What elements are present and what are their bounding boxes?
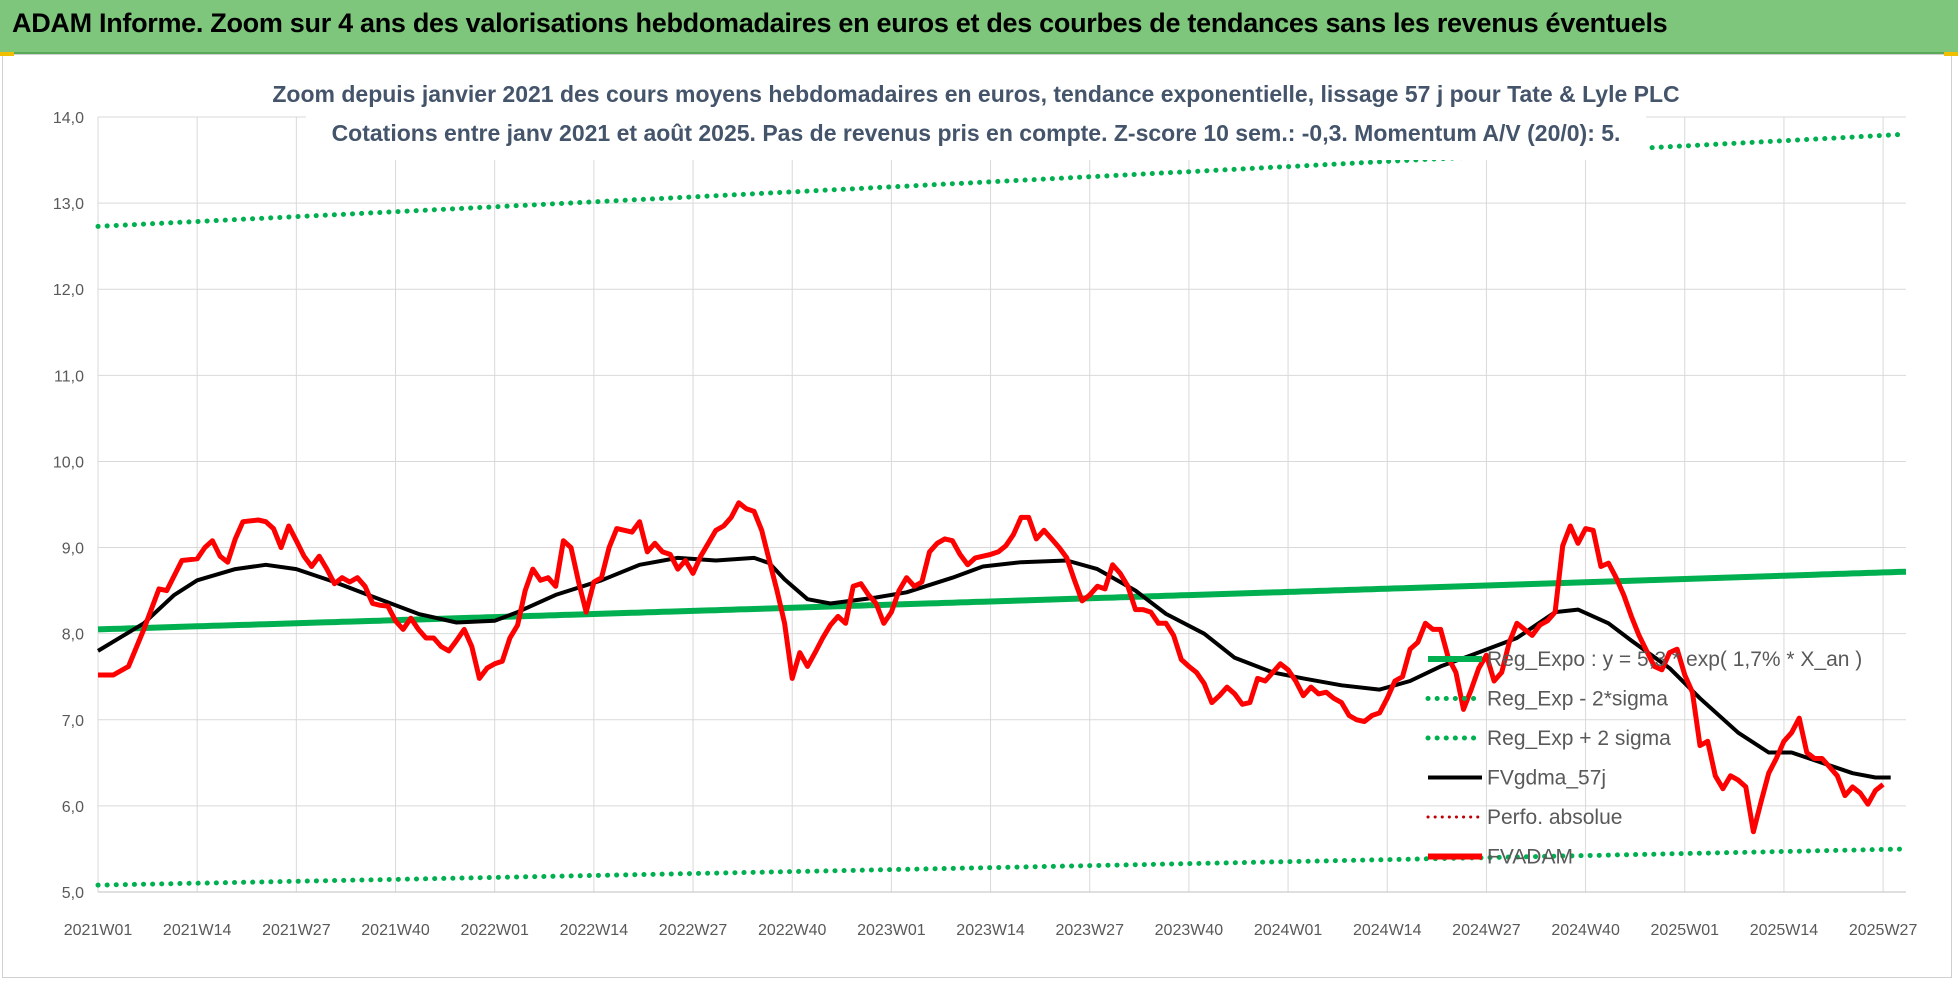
x-tick-label: 2023W40 <box>1155 922 1224 939</box>
series-fvadam <box>98 500 1885 835</box>
series-fvgdma-57j <box>96 555 1891 780</box>
x-tick-label: 2025W01 <box>1651 922 1720 939</box>
y-tick-label: 5,0 <box>62 885 84 902</box>
legend-label: Reg_Exp - 2*sigma <box>1487 688 1668 711</box>
series-reg-expo <box>97 568 1907 633</box>
x-tick-label: 2022W14 <box>560 922 629 939</box>
legend-label: FVgdma_57j <box>1487 767 1606 790</box>
series-reg-minus-2sigma <box>95 846 1909 888</box>
chart-title-line-2: Cotations entre janv 2021 et août 2025. … <box>332 120 1621 146</box>
corner-marker <box>1944 52 1958 56</box>
corner-marker <box>0 52 14 56</box>
x-tick-label: 2021W27 <box>262 922 331 939</box>
y-tick-label: 6,0 <box>62 799 84 816</box>
y-tick-label: 13,0 <box>53 196 84 213</box>
y-tick-label: 8,0 <box>62 627 84 644</box>
x-tick-label: 2024W01 <box>1254 922 1323 939</box>
title-banner: ADAM Informe. Zoom sur 4 ans des valoris… <box>0 0 1958 54</box>
report-title: ADAM Informe. Zoom sur 4 ans des valoris… <box>12 8 1668 38</box>
x-tick-label: 2025W27 <box>1849 922 1918 939</box>
x-tick-label: 2023W27 <box>1055 922 1124 939</box>
x-tick-label: 2022W40 <box>758 922 827 939</box>
y-tick-label: 7,0 <box>62 713 84 730</box>
x-tick-label: 2023W01 <box>857 922 926 939</box>
legend-label: Reg_Exp + 2 sigma <box>1487 727 1671 750</box>
y-axis-ticks: 5,0 6,0 7,0 8,0 9,0 10,0 11,0 12,0 13,0 14,0 <box>53 110 84 902</box>
title-background <box>306 74 1646 160</box>
legend-label: Reg_Expo : y = 5,3 * exp( 1,7% * X_an ) <box>1487 648 1862 671</box>
x-tick-label: 2025W14 <box>1750 922 1819 939</box>
chart-frame <box>2 54 1952 978</box>
y-tick-label: 12,0 <box>53 282 84 299</box>
x-tick-label: 2021W01 <box>64 922 133 939</box>
x-tick-label: 2023W14 <box>956 922 1025 939</box>
grid-lines <box>97 116 1906 893</box>
legend-label: FVADAM <box>1487 846 1573 869</box>
y-tick-label: 10,0 <box>53 454 84 471</box>
x-tick-label: 2022W01 <box>460 922 529 939</box>
x-tick-label: 2024W14 <box>1353 922 1422 939</box>
legend: Reg_Expo : y = 5,3 * exp( 1,7% * X_an ) R… <box>1425 648 1862 869</box>
legend-label: Perfo. absolue <box>1487 806 1622 829</box>
y-tick-label: 14,0 <box>53 110 84 127</box>
x-tick-label: 2024W40 <box>1551 922 1620 939</box>
y-tick-label: 11,0 <box>54 368 84 385</box>
x-tick-label: 2022W27 <box>659 922 728 939</box>
chart-title-line-1: Zoom depuis janvier 2021 des cours moyen… <box>272 81 1679 107</box>
y-tick-label: 9,0 <box>62 541 84 558</box>
x-tick-label: 2024W27 <box>1452 922 1521 939</box>
x-tick-label: 2021W40 <box>361 922 430 939</box>
x-tick-label: 2021W14 <box>163 922 232 939</box>
x-axis-ticks: 2021W01 2021W14 2021W27 2021W40 2022W01 2022W… <box>64 922 1918 939</box>
series-group <box>95 131 1909 888</box>
